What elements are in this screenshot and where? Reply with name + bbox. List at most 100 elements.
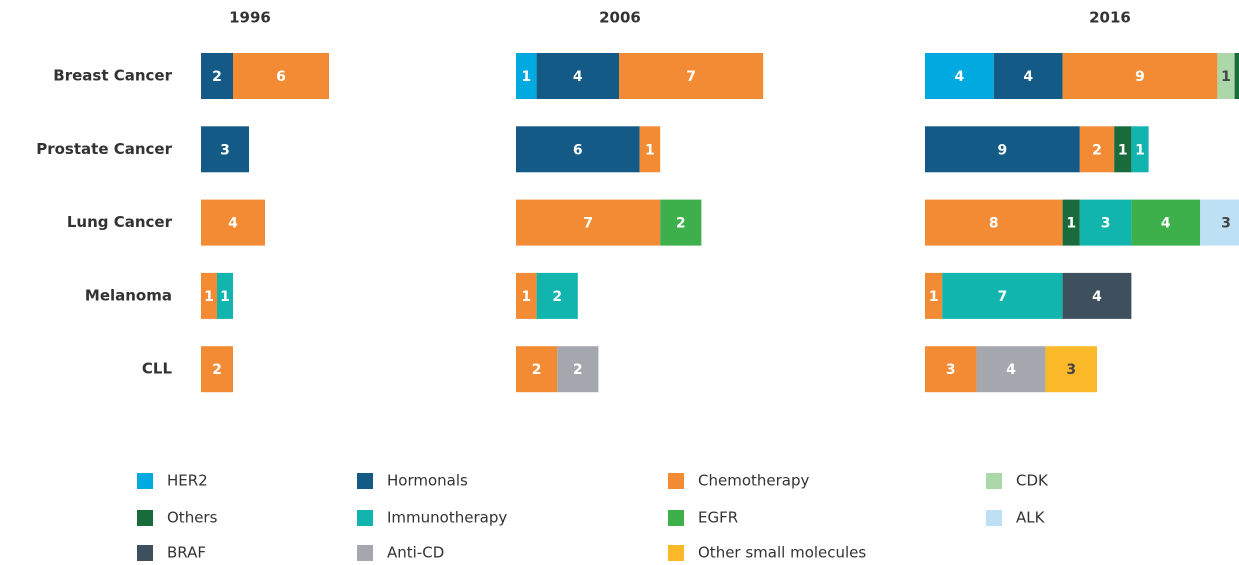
bar-segment [1062, 53, 1218, 99]
segment-label: 2 [532, 362, 542, 378]
legend-label: EGFR [698, 509, 738, 527]
bar-segment [1131, 199, 1201, 246]
legend-label: Hormonals [387, 472, 468, 490]
segment-label: 1 [220, 289, 230, 305]
legend-label: ALK [1016, 509, 1046, 527]
bar-segment [516, 53, 537, 99]
panel-title: 1996 [229, 9, 271, 27]
segment-label: 2 [212, 69, 222, 85]
legend-swatch [137, 510, 153, 526]
bar-segment [993, 53, 1063, 99]
bar-segment [201, 53, 233, 99]
bar-segment [660, 199, 702, 246]
bar-segment [1062, 272, 1132, 319]
segment-label: 1 [204, 289, 214, 305]
bar-segment [201, 126, 249, 173]
panel-title: 2016 [1089, 9, 1131, 27]
bar-segment [536, 53, 619, 99]
bar-segment [536, 272, 578, 319]
segment-label: 4 [1023, 69, 1033, 85]
bar-segment [1062, 199, 1080, 246]
segment-label: 2 [676, 216, 686, 232]
segment-label: 4 [955, 69, 965, 85]
legend-swatch [357, 510, 373, 526]
segment-label: 1 [1066, 216, 1076, 232]
legend-label: Other small molecules [698, 544, 866, 562]
bar-segment [1131, 126, 1149, 173]
segment-label: 2 [212, 362, 222, 378]
legend-swatch [986, 473, 1002, 489]
bar-segment [1217, 53, 1235, 99]
segment-label: 9 [998, 142, 1008, 158]
segment-label: 3 [1101, 216, 1111, 232]
segment-label: 6 [276, 69, 286, 85]
bar-segment [201, 199, 265, 246]
legend-swatch [357, 473, 373, 489]
bar-segment [925, 199, 1063, 246]
segment-label: 3 [946, 362, 956, 378]
segment-label: 1 [929, 289, 939, 305]
segment-label: 1 [1135, 142, 1145, 158]
segment-label: 1 [1118, 142, 1128, 158]
bar-segment [516, 199, 661, 246]
bar-segment [516, 272, 537, 319]
segment-label: 4 [228, 216, 238, 232]
bar-segment [1079, 199, 1132, 246]
bar-segment [1045, 346, 1097, 393]
category-label: Lung Cancer [67, 213, 173, 231]
category-label: Prostate Cancer [36, 140, 172, 158]
segment-label: 1 [521, 69, 531, 85]
segment-label: 7 [583, 216, 593, 232]
legend-label: HER2 [167, 472, 208, 490]
segment-label: 7 [686, 69, 696, 85]
legend-label: Others [167, 509, 218, 527]
segment-label: 7 [998, 289, 1008, 305]
bar-segment [976, 346, 1046, 393]
segment-label: 4 [1161, 216, 1171, 232]
bar-segment [1200, 199, 1239, 246]
bar-segment [233, 53, 329, 99]
legend-swatch [668, 545, 684, 561]
segment-label: 2 [1092, 142, 1102, 158]
bar-segment [1114, 126, 1132, 173]
category-label: Melanoma [85, 286, 172, 304]
segment-label: 4 [1006, 362, 1016, 378]
bar-segment [557, 346, 599, 393]
segment-label: 1 [645, 142, 655, 158]
category-label: CLL [142, 360, 173, 378]
segment-label: 8 [989, 216, 999, 232]
panel-title: 2006 [599, 9, 641, 27]
legend-swatch [668, 510, 684, 526]
bar-segment [217, 272, 233, 319]
segment-label: 3 [1221, 216, 1231, 232]
bar-segment [201, 272, 217, 319]
legend-swatch [668, 473, 684, 489]
bar-segment [925, 126, 1080, 173]
bar-segment [942, 272, 1063, 319]
legend-label: Chemotherapy [698, 472, 809, 490]
bar-segment [516, 126, 640, 173]
segment-label: 2 [552, 289, 562, 305]
segment-label: 4 [1092, 289, 1102, 305]
segment-label: 2 [573, 362, 583, 378]
category-label: Breast Cancer [53, 67, 172, 85]
segment-label: 1 [521, 289, 531, 305]
segment-label: 3 [1066, 362, 1076, 378]
legend-swatch [357, 545, 373, 561]
bar-segment [516, 346, 558, 393]
legend-label: BRAF [167, 544, 206, 562]
legend-swatch [986, 510, 1002, 526]
bar-segment [201, 346, 233, 393]
legend-swatch [137, 473, 153, 489]
legend-label: CDK [1016, 472, 1049, 490]
legend-label: Anti-CD [387, 544, 444, 562]
bar-segment [925, 272, 943, 319]
bar-segment [1234, 53, 1239, 99]
segment-label: 9 [1135, 69, 1145, 85]
legend-swatch [137, 545, 153, 561]
bar-segment [619, 53, 764, 99]
bar-segment [1079, 126, 1115, 173]
segment-label: 6 [573, 142, 583, 158]
segment-label: 1 [1221, 69, 1231, 85]
